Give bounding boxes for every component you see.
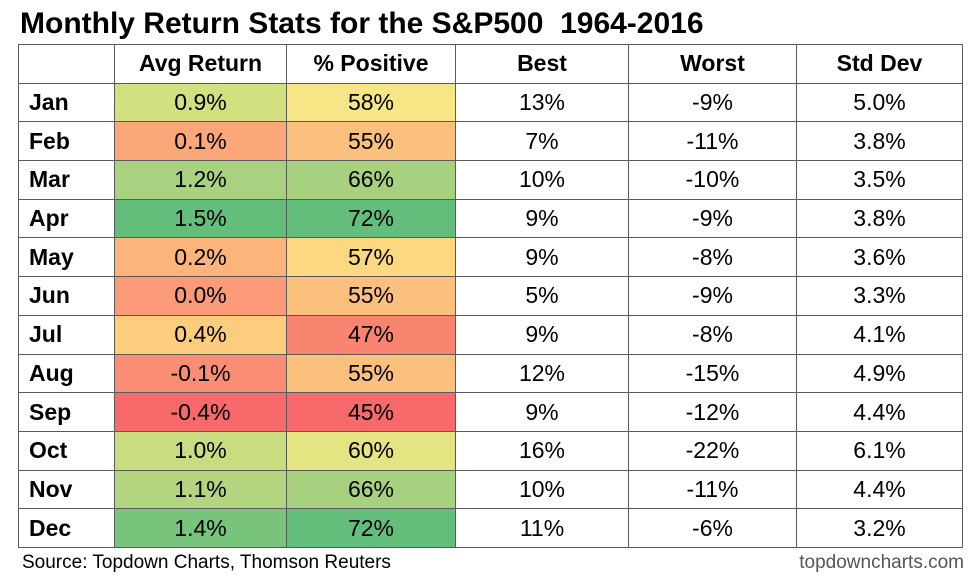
pct-positive-cell: 72% <box>286 508 456 548</box>
table-row: May 0.2% 57% 9% -8% 3.6% <box>18 237 963 278</box>
worst-cell: -8% <box>628 237 797 278</box>
best-cell: 12% <box>455 353 629 394</box>
month-cell: Dec <box>18 508 115 548</box>
std-dev-cell: 3.5% <box>796 160 963 200</box>
std-dev-cell: 4.4% <box>796 469 963 510</box>
table-body: Jan 0.9% 58% 13% -9% 5.0% Feb 0.1% 55% 7% -11% 3.8%… <box>18 82 963 548</box>
std-dev-cell: 3.6% <box>796 237 963 278</box>
header-std-dev: Std Dev <box>796 44 963 84</box>
pct-positive-cell: 58% <box>286 82 456 123</box>
month-cell: Jul <box>18 314 115 355</box>
header-worst: Worst <box>628 44 797 84</box>
avg-return-cell: 0.1% <box>114 121 287 162</box>
std-dev-cell: 4.1% <box>796 314 963 355</box>
best-cell: 9% <box>455 198 629 239</box>
pct-positive-cell: 60% <box>286 430 456 471</box>
table-row: Apr 1.5% 72% 9% -9% 3.8% <box>18 198 963 239</box>
worst-cell: -9% <box>628 198 797 239</box>
month-cell: Apr <box>18 198 115 239</box>
best-cell: 11% <box>455 508 629 548</box>
std-dev-cell: 3.2% <box>796 508 963 548</box>
avg-return-cell: 1.5% <box>114 198 287 239</box>
pct-positive-cell: 72% <box>286 198 456 239</box>
best-cell: 13% <box>455 82 629 123</box>
month-cell: Oct <box>18 430 115 471</box>
worst-cell: -6% <box>628 508 797 548</box>
best-cell: 7% <box>455 121 629 162</box>
avg-return-cell: -0.4% <box>114 392 287 432</box>
table-row: Sep -0.4% 45% 9% -12% 4.4% <box>18 392 963 432</box>
pct-positive-cell: 66% <box>286 469 456 510</box>
source-note: Source: Topdown Charts, Thomson Reuters <box>22 552 391 573</box>
table-row: Oct 1.0% 60% 16% -22% 6.1% <box>18 430 963 471</box>
std-dev-cell: 5.0% <box>796 82 963 123</box>
header-pct-positive: % Positive <box>286 44 456 84</box>
worst-cell: -11% <box>628 121 797 162</box>
best-cell: 10% <box>455 469 629 510</box>
table-row: Nov 1.1% 66% 10% -11% 4.4% <box>18 469 963 510</box>
std-dev-cell: 4.4% <box>796 392 963 432</box>
pct-positive-cell: 66% <box>286 160 456 200</box>
table-row: Mar 1.2% 66% 10% -10% 3.5% <box>18 160 963 200</box>
worst-cell: -22% <box>628 430 797 471</box>
month-cell: Mar <box>18 160 115 200</box>
pct-positive-cell: 45% <box>286 392 456 432</box>
table-row: Jul 0.4% 47% 9% -8% 4.1% <box>18 314 963 355</box>
watermark: topdowncharts.com <box>799 552 964 573</box>
avg-return-cell: 0.2% <box>114 237 287 278</box>
std-dev-cell: 4.9% <box>796 353 963 394</box>
pct-positive-cell: 55% <box>286 276 456 316</box>
avg-return-cell: 1.4% <box>114 508 287 548</box>
worst-cell: -12% <box>628 392 797 432</box>
best-cell: 9% <box>455 314 629 355</box>
chart-title: Monthly Return Stats for the S&P500 1964… <box>20 7 704 40</box>
std-dev-cell: 3.8% <box>796 121 963 162</box>
std-dev-cell: 3.3% <box>796 276 963 316</box>
month-cell: Nov <box>18 469 115 510</box>
month-cell: Sep <box>18 392 115 432</box>
avg-return-cell: 0.0% <box>114 276 287 316</box>
month-cell: Aug <box>18 353 115 394</box>
table-row: Jan 0.9% 58% 13% -9% 5.0% <box>18 82 963 123</box>
table-row: Dec 1.4% 72% 11% -6% 3.2% <box>18 508 963 548</box>
avg-return-cell: 1.2% <box>114 160 287 200</box>
avg-return-cell: 1.0% <box>114 430 287 471</box>
best-cell: 9% <box>455 392 629 432</box>
avg-return-cell: 0.9% <box>114 82 287 123</box>
month-cell: May <box>18 237 115 278</box>
worst-cell: -9% <box>628 276 797 316</box>
header-best: Best <box>455 44 629 84</box>
header-month <box>18 44 115 84</box>
worst-cell: -11% <box>628 469 797 510</box>
pct-positive-cell: 55% <box>286 353 456 394</box>
table-row: Jun 0.0% 55% 5% -9% 3.3% <box>18 276 963 316</box>
worst-cell: -8% <box>628 314 797 355</box>
best-cell: 5% <box>455 276 629 316</box>
best-cell: 16% <box>455 430 629 471</box>
worst-cell: -10% <box>628 160 797 200</box>
header-avg-return: Avg Return <box>114 44 287 84</box>
avg-return-cell: 1.1% <box>114 469 287 510</box>
table-row: Feb 0.1% 55% 7% -11% 3.8% <box>18 121 963 162</box>
best-cell: 9% <box>455 237 629 278</box>
pct-positive-cell: 55% <box>286 121 456 162</box>
pct-positive-cell: 57% <box>286 237 456 278</box>
month-cell: Jun <box>18 276 115 316</box>
std-dev-cell: 6.1% <box>796 430 963 471</box>
month-cell: Feb <box>18 121 115 162</box>
pct-positive-cell: 47% <box>286 314 456 355</box>
header-row: Avg Return % Positive Best Worst Std Dev <box>18 44 963 84</box>
best-cell: 10% <box>455 160 629 200</box>
worst-cell: -9% <box>628 82 797 123</box>
avg-return-cell: -0.1% <box>114 353 287 394</box>
std-dev-cell: 3.8% <box>796 198 963 239</box>
stats-table: Avg Return % Positive Best Worst Std Dev… <box>18 44 963 548</box>
month-cell: Jan <box>18 82 115 123</box>
avg-return-cell: 0.4% <box>114 314 287 355</box>
worst-cell: -15% <box>628 353 797 394</box>
table-row: Aug -0.1% 55% 12% -15% 4.9% <box>18 353 963 394</box>
